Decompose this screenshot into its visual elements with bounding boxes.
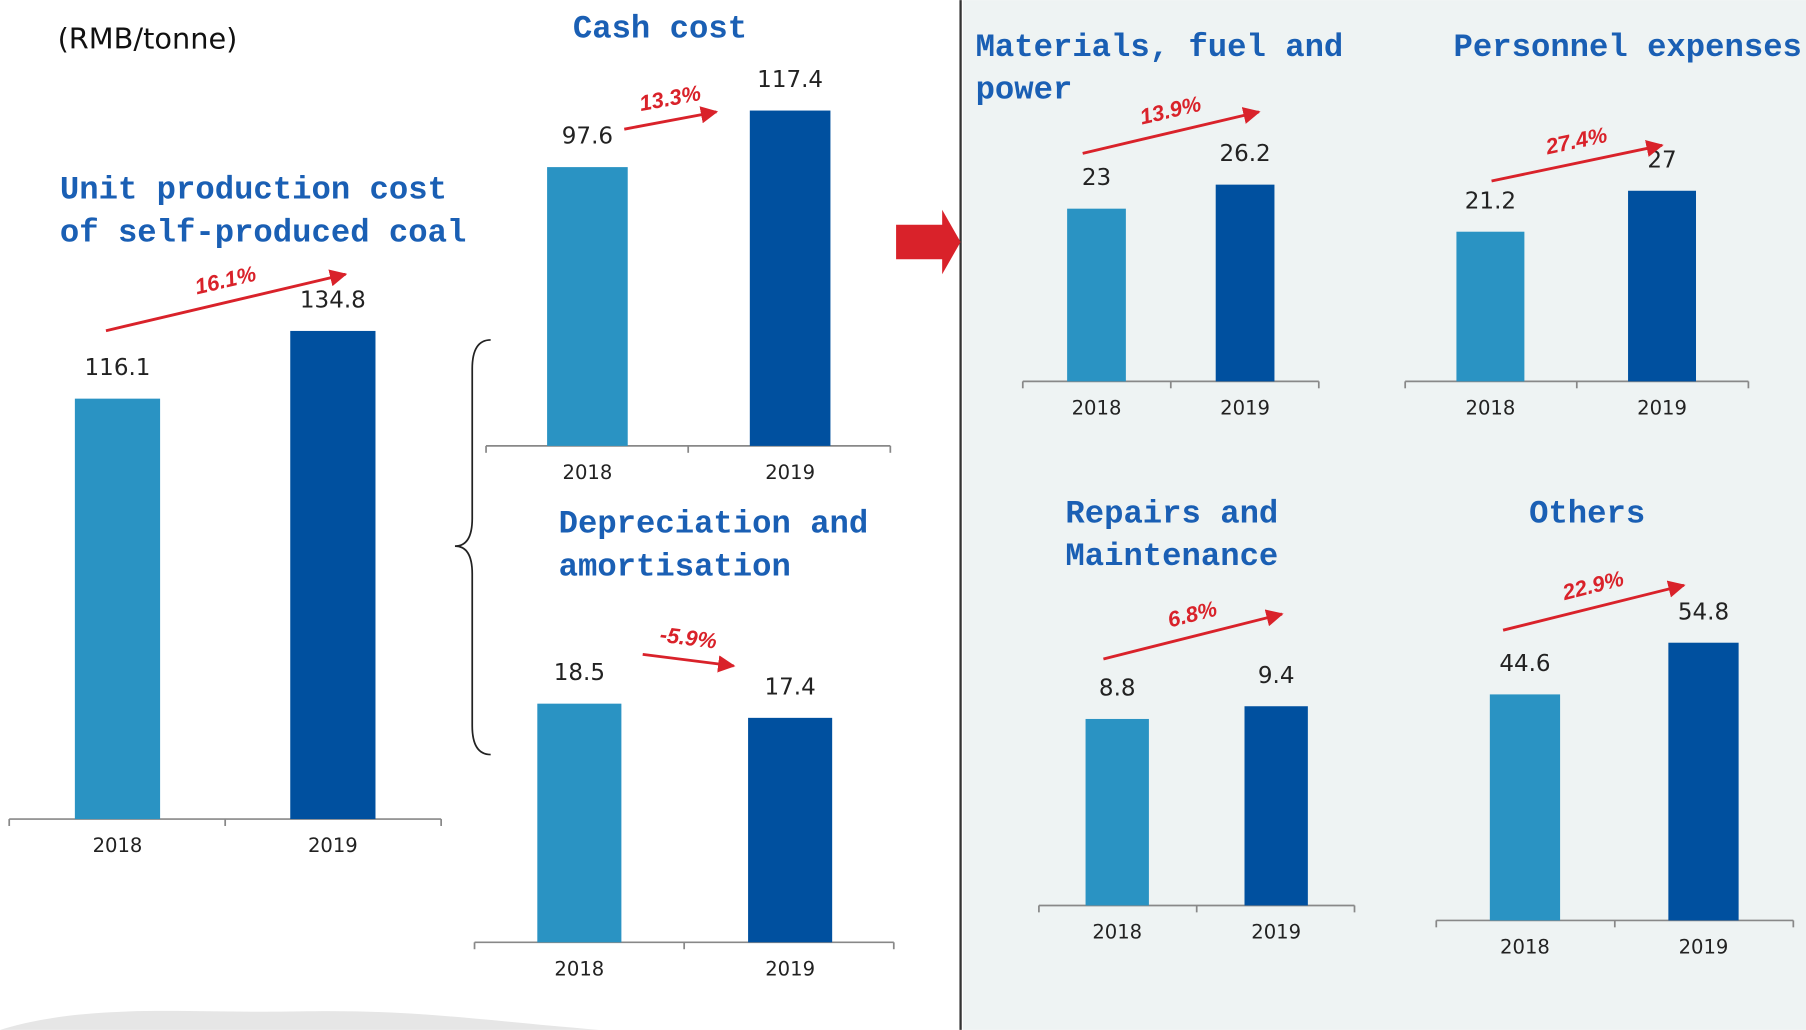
x-tick-label: 2018	[1072, 397, 1122, 420]
growth-arrow	[624, 106, 719, 131]
value-label: 8.8	[1099, 676, 1136, 702]
background-hill	[0, 1010, 599, 1030]
brace	[454, 339, 491, 756]
bar	[1668, 642, 1739, 921]
x-tick-label: 2018	[93, 834, 143, 857]
bar	[1085, 718, 1149, 906]
growth-arrow	[1103, 609, 1284, 661]
value-label: 9.4	[1258, 663, 1295, 689]
x-tick-label: 2019	[1637, 397, 1687, 420]
x-tick-label: 2019	[765, 461, 815, 484]
growth-arrow	[105, 269, 348, 333]
bar	[1456, 231, 1525, 382]
chart-title: Depreciation and	[559, 506, 869, 543]
growth-arrow	[1502, 580, 1686, 632]
chart-title: Repairs and	[1065, 495, 1278, 532]
value-label: 17.4	[765, 674, 816, 700]
bar	[547, 167, 628, 446]
value-label: 54.8	[1678, 599, 1729, 625]
value-label: 97.6	[562, 124, 613, 150]
value-label: 26.2	[1219, 141, 1270, 167]
big-arrow	[896, 209, 961, 275]
bar	[1244, 706, 1308, 906]
x-tick-label: 2018	[554, 957, 604, 980]
bar	[290, 330, 376, 820]
growth-arrow	[642, 652, 736, 673]
x-tick-label: 2019	[1220, 397, 1270, 420]
x-tick-label: 2018	[1092, 921, 1142, 944]
value-label: 18.5	[554, 660, 605, 686]
growth-label: -5.9%	[658, 622, 718, 654]
bar	[74, 398, 161, 820]
chart-title: Personnel expenses	[1454, 29, 1802, 66]
value-label: 116.1	[85, 355, 151, 381]
growth-arrow	[1082, 107, 1261, 155]
x-tick-label: 2019	[765, 957, 815, 980]
bar	[537, 703, 622, 943]
growth-label: 13.3%	[637, 80, 703, 116]
x-tick-label: 2019	[308, 834, 358, 857]
chart-title: Maintenance	[1065, 538, 1278, 575]
chart-title: Unit production cost	[60, 172, 447, 209]
value-label: 23	[1082, 165, 1111, 191]
bar	[1067, 208, 1126, 382]
chart-title: power	[976, 72, 1073, 109]
x-tick-label: 2018	[1500, 936, 1550, 959]
chart-title: amortisation	[559, 548, 791, 585]
x-tick-label: 2019	[1251, 921, 1301, 944]
unit-label: (RMB/tonne)	[58, 21, 238, 55]
bar	[748, 717, 833, 943]
value-label: 21.2	[1465, 188, 1516, 214]
growth-label: 16.1%	[192, 261, 258, 300]
bar	[1215, 184, 1275, 382]
growth-arrow	[1491, 140, 1664, 183]
value-label: 134.8	[300, 287, 366, 313]
value-label: 117.4	[757, 67, 823, 93]
value-label: 27	[1647, 147, 1676, 173]
bar	[1628, 190, 1697, 382]
chart-title: Others	[1529, 495, 1645, 532]
bar	[749, 110, 831, 446]
x-tick-label: 2018	[1465, 397, 1515, 420]
x-tick-label: 2019	[1679, 936, 1729, 959]
chart-title: of self-produced coal	[60, 214, 466, 251]
chart-title: Materials, fuel and	[976, 29, 1344, 66]
bar	[1489, 694, 1561, 921]
x-tick-label: 2018	[562, 461, 612, 484]
chart-title: Cash cost	[573, 10, 747, 47]
value-label: 44.6	[1499, 651, 1550, 677]
